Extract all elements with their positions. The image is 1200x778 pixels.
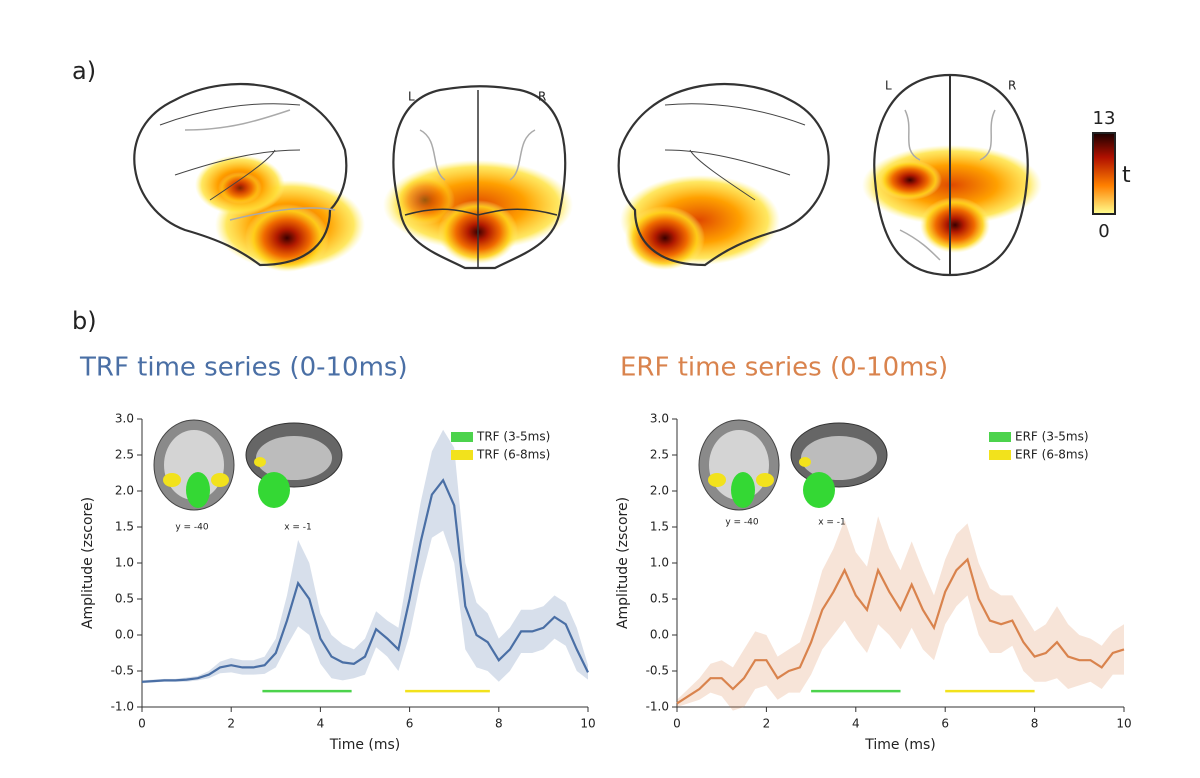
panel-label: b): [72, 307, 97, 335]
legend-label: ERF (3-5ms): [1015, 430, 1089, 444]
x-tick-label: 8: [495, 717, 503, 731]
inset-highlight: [799, 457, 811, 467]
y-tick-label: 1.0: [115, 556, 134, 570]
legend-label: TRF (3-5ms): [476, 430, 550, 444]
y-tick-label: 0.5: [115, 592, 134, 606]
y-tick-label: 3.0: [115, 412, 134, 426]
legend-label: ERF (6-8ms): [1015, 448, 1089, 462]
brain-view: [617, 83, 830, 270]
y-tick-label: 1.0: [650, 556, 669, 570]
inset-annotation: x = -1: [284, 523, 312, 533]
y-tick-label: -0.5: [111, 664, 134, 678]
inset-brains: [153, 419, 343, 511]
panel-label: a): [72, 57, 96, 85]
error-band: [677, 516, 1124, 711]
brain-view: L R: [383, 85, 573, 270]
legend-swatch: [451, 450, 473, 460]
inset-brains: [698, 419, 888, 511]
series-line: [141, 478, 589, 683]
x-tick-label: 2: [227, 717, 235, 731]
inset-highlight: [731, 472, 755, 508]
y-tick-label: 0.0: [115, 628, 134, 642]
colorbar-tick-label: 0: [1098, 221, 1109, 242]
y-tick-label: 2.5: [115, 448, 134, 462]
brain-label: R: [538, 90, 546, 104]
x-tick-label: 4: [852, 717, 860, 731]
x-tick-label: 10: [1116, 717, 1131, 731]
colorbar-label: t: [1122, 163, 1131, 188]
x-tick-label: 6: [941, 717, 949, 731]
legend-label: TRF (6-8ms): [476, 448, 550, 462]
inset-annotation: x = -1: [818, 518, 846, 528]
y-tick-label: 0.0: [650, 628, 669, 642]
x-tick-label: 2: [763, 717, 771, 731]
inset-highlight: [254, 457, 266, 467]
y-tick-label: 1.5: [115, 520, 134, 534]
brain-view: [133, 83, 365, 272]
x-axis-label: Time (ms): [864, 737, 936, 753]
inset-highlight: [258, 472, 290, 508]
y-tick-label: -1.0: [646, 700, 669, 714]
y-tick-label: -1.0: [111, 700, 134, 714]
y-axis-label: Amplitude (zscore): [615, 497, 631, 629]
colorbar: [1092, 132, 1116, 215]
legend-swatch: [989, 432, 1011, 442]
y-tick-label: 3.0: [650, 412, 669, 426]
error-band: [142, 429, 588, 684]
inset-highlight: [211, 473, 229, 487]
legend-swatch: [989, 450, 1011, 460]
y-tick-label: 0.5: [650, 592, 669, 606]
x-tick-label: 4: [317, 717, 325, 731]
inset-highlight: [756, 473, 774, 487]
inset-brain: [801, 436, 877, 480]
x-tick-label: 6: [406, 717, 414, 731]
series-line: [676, 557, 1125, 705]
inset-brain: [256, 436, 332, 480]
x-tick-label: 0: [138, 717, 146, 731]
x-tick-label: 8: [1031, 717, 1039, 731]
inset-highlight: [163, 473, 181, 487]
y-tick-label: 2.0: [650, 484, 669, 498]
y-tick-label: 1.5: [650, 520, 669, 534]
colorbar-tick-label: 13: [1093, 108, 1116, 129]
y-axis-label: Amplitude (zscore): [80, 497, 96, 629]
y-tick-label: 2.5: [650, 448, 669, 462]
inset-highlight: [186, 472, 210, 508]
brain-label: L: [408, 90, 415, 104]
legend-swatch: [451, 432, 473, 442]
brain-label: L: [885, 79, 892, 93]
inset-highlight: [803, 472, 835, 508]
inset-highlight: [708, 473, 726, 487]
y-tick-label: 2.0: [115, 484, 134, 498]
chart-title: TRF time series (0-10ms): [79, 353, 408, 383]
inset-annotation: y = -40: [175, 523, 209, 533]
x-tick-label: 0: [673, 717, 681, 731]
x-axis-label: Time (ms): [329, 737, 401, 753]
x-tick-label: 10: [580, 717, 595, 731]
inset-annotation: y = -40: [725, 518, 759, 528]
brain-label: R: [1008, 79, 1016, 93]
brain-view: L R: [862, 73, 1042, 277]
y-tick-label: -0.5: [646, 664, 669, 678]
chart-title: ERF time series (0-10ms): [620, 353, 948, 383]
